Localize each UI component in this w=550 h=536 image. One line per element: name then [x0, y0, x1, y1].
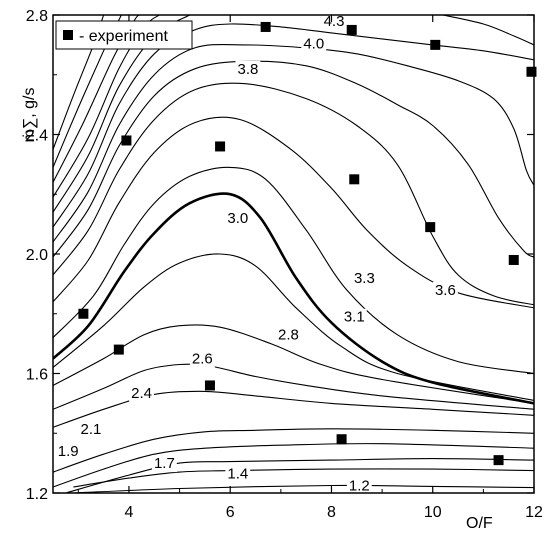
contour-line-1.7 — [65, 458, 534, 493]
y-tick-label: 2.0 — [26, 247, 48, 264]
contour-line-1.2 — [73, 484, 534, 493]
contour-line-3.0 — [53, 192, 534, 405]
contour-label-bg — [351, 269, 377, 287]
contour-label-3.1: 3.1 — [344, 309, 365, 326]
contour-label-bg — [225, 465, 251, 483]
contour-line-3.8 — [53, 60, 534, 258]
experiment-point — [336, 434, 347, 445]
contour-label-bg — [321, 12, 347, 30]
contour-line-3.3 — [53, 116, 534, 309]
experiment-point — [508, 254, 519, 265]
contour-label-1.9: 1.9 — [58, 443, 79, 460]
experiment-point — [78, 308, 89, 319]
contour-label-bg — [189, 350, 215, 368]
contour-label-bg — [346, 477, 372, 495]
experiment-point — [121, 135, 132, 146]
contour-label-bg — [341, 308, 367, 326]
experiment-point — [526, 66, 537, 77]
contour-line-1.9 — [53, 443, 534, 488]
experiment-point — [215, 141, 226, 152]
x-tick-label: 10 — [424, 504, 442, 521]
contour-label-bg — [276, 326, 301, 344]
experiment-point — [493, 455, 504, 466]
contour-line — [53, 15, 140, 183]
contour-label-bg — [78, 420, 104, 438]
contour-label-3.8: 3.8 — [238, 61, 259, 78]
contour-line-2.8 — [53, 253, 534, 401]
contour-label-bg — [129, 384, 155, 402]
y-axis-title: ṁ∑, g/s — [21, 88, 38, 143]
experiment-point — [425, 222, 436, 233]
legend: - experiment — [55, 20, 193, 50]
experiment-point — [349, 174, 360, 185]
contour-label-2.4: 2.4 — [131, 385, 152, 402]
x-tick-label: 12 — [525, 504, 543, 521]
contour-line-4.0 — [53, 43, 534, 243]
contour-line-2.4 — [53, 363, 534, 410]
experiment-points — [78, 21, 537, 466]
contour-level-labels: 4.34.0 3.8 3.0 3.3 3.6 3.1 2.8 2.6 2.4 2.11.9 1.7 1… — [55, 12, 458, 495]
plot-frame — [52, 14, 535, 494]
experiment-point — [430, 39, 441, 50]
contour-label-4.3: 4.3 — [324, 13, 345, 30]
contour-label-2.6: 2.6 — [192, 351, 213, 368]
contour-label-4.0: 4.0 — [303, 35, 324, 52]
experiment-point — [260, 21, 271, 32]
legend-marker-square — [63, 30, 73, 40]
contour-label-bg — [301, 35, 327, 53]
contour-label-bg — [55, 443, 81, 461]
contour-line-2.1 — [53, 428, 534, 473]
y-tick-label: 2.8 — [26, 8, 48, 25]
contour-label-3.0: 3.0 — [227, 210, 248, 227]
contour-label-1.4: 1.4 — [227, 466, 248, 483]
experiment-point — [346, 24, 357, 35]
contour-label-bg — [225, 210, 251, 228]
contour-label-2.1: 2.1 — [81, 421, 102, 438]
y-tick-label: 2.4 — [26, 128, 48, 145]
contour-label-3.6: 3.6 — [435, 282, 456, 299]
contour-label-3.3: 3.3 — [354, 270, 375, 287]
contour-label-bg — [432, 281, 458, 299]
contour-line — [442, 15, 534, 46]
x-tick-label: 4 — [124, 504, 133, 521]
x-tick-label: 6 — [226, 504, 235, 521]
contour-label-bg — [235, 60, 261, 78]
contour-label-1.7: 1.7 — [154, 455, 175, 472]
legend-label: - experiment — [79, 28, 168, 45]
y-tick-label: 1.6 — [26, 367, 48, 384]
contour-lines — [53, 15, 534, 493]
contour-line — [53, 390, 534, 428]
legend-box — [55, 20, 193, 50]
experiment-point — [113, 344, 124, 355]
contour-line-4.3 — [53, 23, 534, 228]
x-tick-label: 8 — [327, 504, 336, 521]
contour-line-3.6 — [53, 82, 534, 306]
experiment-point — [204, 380, 215, 391]
x-axis-title: O/F — [466, 515, 493, 532]
contour-label-2.8: 2.8 — [278, 327, 299, 344]
contour-line-1.4 — [73, 468, 534, 488]
x-axis-ticks: 4 6 8 10 12 — [77, 15, 543, 521]
contour-line-3.1 — [53, 166, 534, 375]
y-tick-label: 1.2 — [26, 486, 48, 503]
contour-label-1.2: 1.2 — [349, 478, 370, 495]
y-axis-ticks: 1.2 1.6 2.0 2.4 2.8 — [26, 8, 534, 503]
contour-label-bg — [151, 455, 177, 473]
